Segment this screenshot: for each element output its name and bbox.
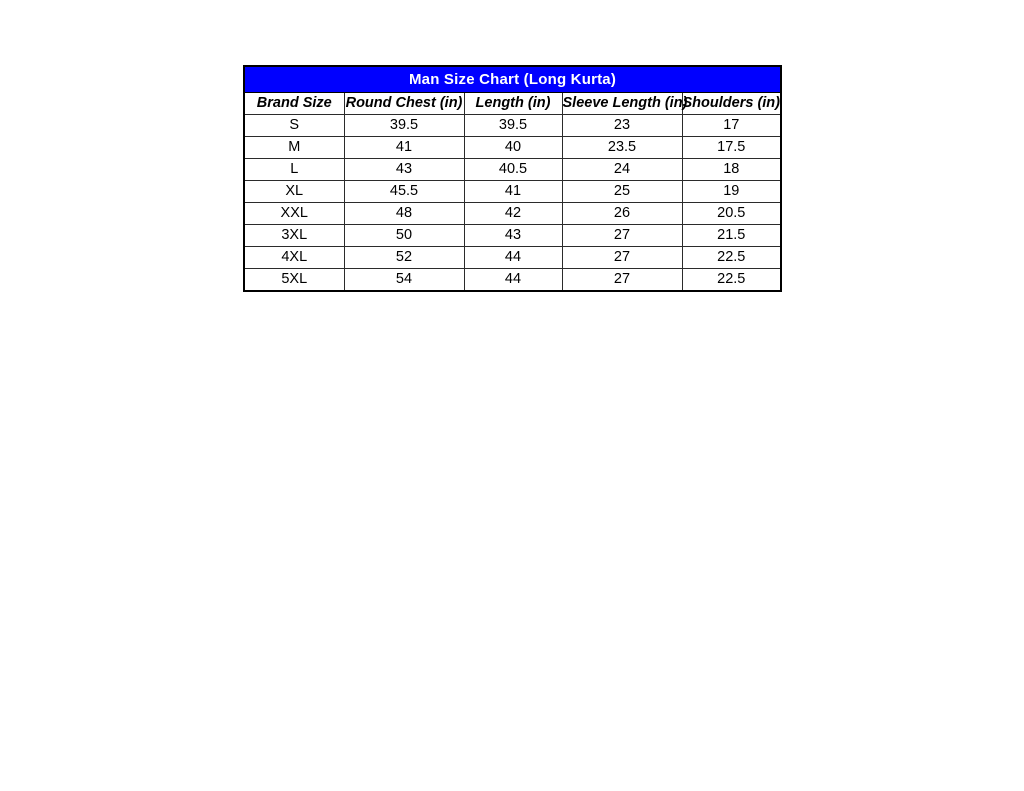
cell-brand-size: S <box>243 114 345 137</box>
cell-length: 41 <box>463 180 563 203</box>
cell-round-chest: 43 <box>343 158 465 181</box>
table-row: XL 45.5 41 25 19 <box>243 180 782 203</box>
table-row: L 43 40.5 24 18 <box>243 158 782 181</box>
cell-length: 39.5 <box>463 114 563 137</box>
cell-sleeve-length: 27 <box>561 224 683 247</box>
chart-title: Man Size Chart (Long Kurta) <box>243 65 782 93</box>
cell-round-chest: 48 <box>343 202 465 225</box>
cell-length: 42 <box>463 202 563 225</box>
man-size-chart-table: Man Size Chart (Long Kurta) Brand Size R… <box>243 65 783 292</box>
chart-title-row: Man Size Chart (Long Kurta) <box>243 65 782 93</box>
cell-sleeve-length: 27 <box>561 246 683 269</box>
cell-round-chest: 50 <box>343 224 465 247</box>
cell-sleeve-length: 25 <box>561 180 683 203</box>
column-header-sleeve-length: Sleeve Length (in) <box>561 92 687 115</box>
cell-length: 44 <box>463 246 563 269</box>
chart-body: S 39.5 39.5 23 17 M 41 40 23.5 17.5 L 43… <box>243 114 782 292</box>
chart-header-row: Brand Size Round Chest (in) Length (in) … <box>243 92 782 115</box>
cell-sleeve-length: 26 <box>561 202 683 225</box>
cell-brand-size: XXL <box>243 202 345 225</box>
cell-sleeve-length: 23 <box>561 114 683 137</box>
cell-round-chest: 39.5 <box>343 114 465 137</box>
cell-shoulders: 19 <box>681 180 782 203</box>
cell-shoulders: 17 <box>681 114 782 137</box>
cell-round-chest: 45.5 <box>343 180 465 203</box>
table-row: M 41 40 23.5 17.5 <box>243 136 782 159</box>
column-header-length: Length (in) <box>463 92 563 115</box>
cell-sleeve-length: 23.5 <box>561 136 683 159</box>
table-row: 4XL 52 44 27 22.5 <box>243 246 782 269</box>
size-chart-container: Man Size Chart (Long Kurta) Brand Size R… <box>243 65 783 292</box>
cell-brand-size: L <box>243 158 345 181</box>
table-row: XXL 48 42 26 20.5 <box>243 202 782 225</box>
table-row: 5XL 54 44 27 22.5 <box>243 268 782 292</box>
column-header-shoulders: Shoulders (in) <box>681 92 782 115</box>
cell-round-chest: 54 <box>343 268 465 292</box>
cell-brand-size: 4XL <box>243 246 345 269</box>
cell-shoulders: 21.5 <box>681 224 782 247</box>
cell-brand-size: XL <box>243 180 345 203</box>
cell-brand-size: 3XL <box>243 224 345 247</box>
cell-shoulders: 18 <box>681 158 782 181</box>
column-header-brand-size: Brand Size <box>243 92 345 115</box>
cell-shoulders: 17.5 <box>681 136 782 159</box>
table-row: 3XL 50 43 27 21.5 <box>243 224 782 247</box>
cell-length: 44 <box>463 268 563 292</box>
cell-sleeve-length: 27 <box>561 268 683 292</box>
cell-length: 43 <box>463 224 563 247</box>
cell-round-chest: 41 <box>343 136 465 159</box>
cell-sleeve-length: 24 <box>561 158 683 181</box>
column-header-round-chest: Round Chest (in) <box>343 92 465 115</box>
cell-shoulders: 22.5 <box>681 246 782 269</box>
cell-brand-size: 5XL <box>243 268 345 292</box>
cell-brand-size: M <box>243 136 345 159</box>
cell-shoulders: 22.5 <box>681 268 782 292</box>
cell-length: 40 <box>463 136 563 159</box>
cell-length: 40.5 <box>463 158 563 181</box>
cell-round-chest: 52 <box>343 246 465 269</box>
cell-shoulders: 20.5 <box>681 202 782 225</box>
table-row: S 39.5 39.5 23 17 <box>243 114 782 137</box>
